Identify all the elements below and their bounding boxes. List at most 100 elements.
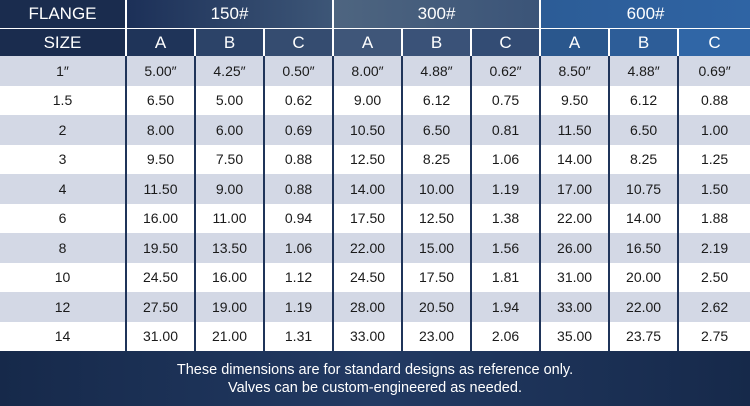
dimension-cell: 4.88″ xyxy=(608,56,679,86)
dimension-cell: 22.00 xyxy=(539,203,610,233)
dimension-cell: 27.50 xyxy=(125,292,195,322)
dimension-cell: 24.50 xyxy=(125,262,195,292)
dimension-cell: 6.50 xyxy=(401,115,472,145)
dimension-cell: 24.50 xyxy=(332,262,403,292)
dimension-cell: 17.50 xyxy=(332,203,403,233)
table-row: 14 31.00 21.00 1.31 33.00 23.00 2.06 35.00 23.75… xyxy=(0,321,750,351)
size-cell: 1.5 xyxy=(0,85,126,115)
dimension-cell: 35.00 xyxy=(539,321,610,351)
dimension-cell: 5.00 xyxy=(194,85,264,115)
table-row: 12 27.50 19.00 1.19 28.00 20.50 1.94 33.00 22.00… xyxy=(0,292,750,322)
dimension-cell: 0.88 xyxy=(262,144,334,174)
footer-note: These dimensions are for standard design… xyxy=(0,351,750,406)
dimension-cell: 14.00 xyxy=(539,144,610,174)
size-cell: 8 xyxy=(0,233,126,263)
dimension-cell: 2.50 xyxy=(677,262,750,292)
dim-header-600-c: C xyxy=(677,28,750,56)
dimension-cell: 0.81 xyxy=(470,115,541,145)
dimension-cell: 22.00 xyxy=(608,292,679,322)
size-cell: 3 xyxy=(0,144,126,174)
dimension-cell: 31.00 xyxy=(125,321,195,351)
dim-header-300-a: A xyxy=(332,28,403,56)
dimension-cell: 6.12 xyxy=(608,85,679,115)
dimension-cell: 0.62 xyxy=(262,85,334,115)
table-row: 4 11.50 9.00 0.88 14.00 10.00 1.19 17.00 10.75 1.… xyxy=(0,174,750,204)
dimension-cell: 1.25 xyxy=(677,144,750,174)
dimension-cell: 4.25″ xyxy=(194,56,264,86)
dimension-cell: 16.50 xyxy=(608,233,679,263)
dimension-cell: 22.00 xyxy=(332,233,403,263)
dimension-cell: 1.06 xyxy=(262,233,334,263)
dimension-cell: 7.50 xyxy=(194,144,264,174)
footer-line-1: These dimensions are for standard design… xyxy=(176,362,574,378)
dimension-cell: 1.50 xyxy=(677,174,750,204)
dimension-cell: 13.50 xyxy=(194,233,264,263)
size-cell: 14 xyxy=(0,321,126,351)
size-cell: 4 xyxy=(0,174,126,204)
class-150-header: 150# xyxy=(124,0,334,29)
table-row: 3 9.50 7.50 0.88 12.50 8.25 1.06 14.00 8.25 1.25 xyxy=(0,144,750,174)
dimension-cell: 1.88 xyxy=(677,203,750,233)
dimension-cell: 1.56 xyxy=(470,233,541,263)
dimension-cell: 0.62″ xyxy=(470,56,541,86)
dimension-cell: 6.50 xyxy=(608,115,679,145)
flange-dimensions-table: FLANGE 150# 300# 600# SIZE A B C A B C A… xyxy=(0,0,750,351)
dimension-cell: 1.12 xyxy=(262,262,334,292)
table-row: 10 24.50 16.00 1.12 24.50 17.50 1.81 31.00 20.00… xyxy=(0,262,750,292)
dimension-cell: 10.50 xyxy=(332,115,403,145)
dimension-cell: 33.00 xyxy=(539,292,610,322)
dimension-cell: 0.69 xyxy=(262,115,334,145)
dim-header-150-c: C xyxy=(262,28,334,56)
size-header: SIZE xyxy=(0,28,126,56)
dimension-cell: 0.88 xyxy=(677,85,750,115)
dimension-cell: 19.00 xyxy=(194,292,264,322)
dimension-cell: 0.50″ xyxy=(262,56,334,86)
size-cell: 1″ xyxy=(0,56,126,86)
dimension-cell: 23.75 xyxy=(608,321,679,351)
dimension-cell: 11.50 xyxy=(539,115,610,145)
dimension-cell: 14.00 xyxy=(608,203,679,233)
dimension-cell: 1.19 xyxy=(262,292,334,322)
dimension-cell: 17.50 xyxy=(401,262,472,292)
footer-line-2: Valves can be custom-engineered as neede… xyxy=(228,380,522,396)
dimension-cell: 17.00 xyxy=(539,174,610,204)
dimension-cell: 15.00 xyxy=(401,233,472,263)
dimension-cell: 6.50 xyxy=(125,85,195,115)
dimension-cell: 12.50 xyxy=(401,203,472,233)
dimension-cell: 20.00 xyxy=(608,262,679,292)
size-cell: 10 xyxy=(0,262,126,292)
dimension-cell: 6.00 xyxy=(194,115,264,145)
dimension-cell: 12.50 xyxy=(332,144,403,174)
dimension-cell: 2.06 xyxy=(470,321,541,351)
table-row: 2 8.00 6.00 0.69 10.50 6.50 0.81 11.50 6.50 1.00 xyxy=(0,115,750,145)
dim-header-300-b: B xyxy=(401,28,472,56)
dimension-cell: 9.50 xyxy=(125,144,195,174)
dimension-cell: 9.50 xyxy=(539,85,610,115)
dimension-cell: 8.00 xyxy=(125,115,195,145)
dimension-cell: 1.38 xyxy=(470,203,541,233)
dimension-cell: 11.50 xyxy=(125,174,195,204)
dimension-cell: 33.00 xyxy=(332,321,403,351)
dimension-cell: 1.94 xyxy=(470,292,541,322)
dimension-cell: 10.75 xyxy=(608,174,679,204)
size-cell: 2 xyxy=(0,115,126,145)
size-cell: 12 xyxy=(0,292,126,322)
dimension-cell: 11.00 xyxy=(194,203,264,233)
table-row: 1.5 6.50 5.00 0.62 9.00 6.12 0.75 9.50 6.12 0.88 xyxy=(0,85,750,115)
flange-header: FLANGE xyxy=(0,0,126,29)
class-600-header: 600# xyxy=(539,0,750,29)
dimension-cell: 10.00 xyxy=(401,174,472,204)
dimension-cell: 26.00 xyxy=(539,233,610,263)
dim-header-600-a: A xyxy=(539,28,610,56)
dimension-cell: 0.75 xyxy=(470,85,541,115)
dimension-cell: 16.00 xyxy=(194,262,264,292)
dimension-cell: 8.00″ xyxy=(332,56,403,86)
dimension-cell: 28.00 xyxy=(332,292,403,322)
header-row-classes: FLANGE 150# 300# 600# xyxy=(0,0,750,29)
dim-header-600-b: B xyxy=(608,28,679,56)
dimension-cell: 2.19 xyxy=(677,233,750,263)
class-300-header: 300# xyxy=(332,0,541,29)
dimension-cell: 9.00 xyxy=(332,85,403,115)
dimension-cell: 5.00″ xyxy=(125,56,195,86)
